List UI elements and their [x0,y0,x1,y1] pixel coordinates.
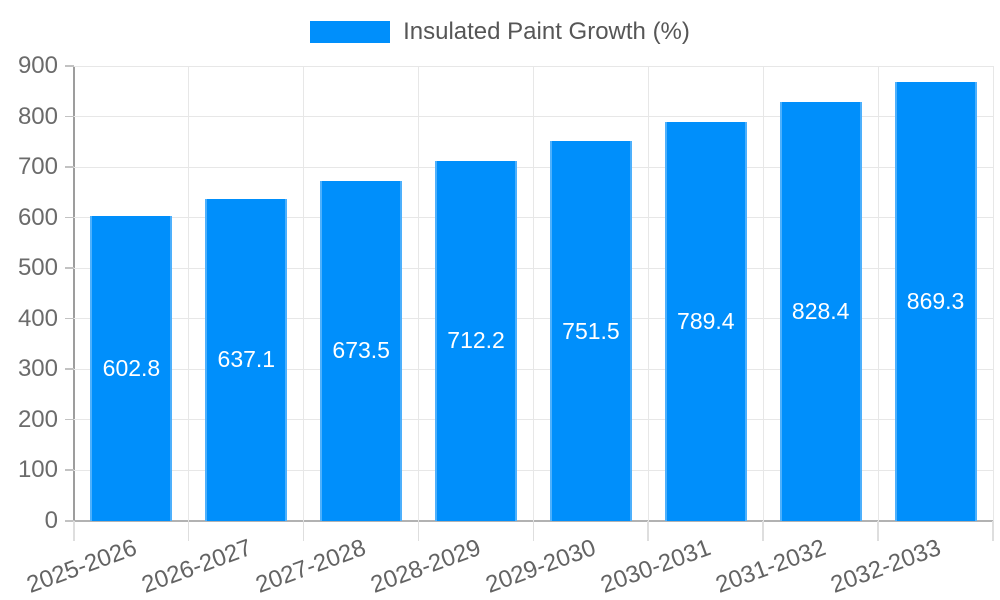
bar[interactable]: 712.2 [435,160,518,521]
gridline-vertical [877,66,879,521]
bar-value-label: 602.8 [102,355,161,382]
y-axis-tick-label: 700 [17,153,58,181]
bar[interactable]: 789.4 [664,121,747,521]
legend-swatch-icon [310,21,391,43]
y-axis-tick [65,520,74,522]
y-axis-tick [65,267,74,269]
y-axis-tick [65,418,74,421]
bar[interactable]: 673.5 [320,180,403,521]
bar-value-label: 712.2 [447,327,505,354]
y-axis-tick [65,368,74,370]
gridline-vertical [647,66,649,521]
legend-label: Insulated Paint Growth (%) [403,18,690,45]
y-axis-tick [65,317,74,320]
y-axis-tick-label: 500 [17,254,58,282]
y-axis-tick-label: 300 [17,355,58,383]
y-axis-tick-label: 800 [17,102,58,130]
bar-value-label: 673.5 [332,337,390,364]
x-axis-tick-label: 2031-2032 [712,534,830,599]
bar-value-label: 637.1 [217,346,276,373]
plot-area: 0 100 200 300 400 500 600 700 800 900 602.8 637.1 67… [18,54,994,541]
x-axis-tick [647,521,649,541]
x-axis-tick-label: 2030-2031 [597,534,715,599]
x-axis-tick-label: 2027-2028 [252,534,370,599]
bar-value-label: 869.3 [906,287,965,314]
gridline-vertical [303,66,305,521]
x-axis-tick [877,521,879,541]
bar-value-label: 828.4 [791,298,850,325]
x-axis-tick [417,521,420,541]
gridline-vertical [418,66,420,521]
y-axis-tick [65,115,74,118]
x-axis-tick-label: 2029-2030 [482,534,600,599]
y-axis-tick-label: 100 [17,456,58,484]
x-axis-tick [532,521,534,541]
y-axis-tick-label: 600 [17,203,58,231]
bar[interactable]: 637.1 [205,198,288,521]
bar[interactable]: 828.4 [779,102,862,521]
x-axis-tick [302,521,305,541]
bar[interactable]: 869.3 [894,81,977,521]
x-axis-tick [73,521,75,541]
x-axis-tick-label: 2032-2033 [827,534,945,599]
y-axis-tick [65,216,74,219]
x-axis-tick [992,521,994,541]
x-axis-tick-label: 2026-2027 [137,534,255,599]
y-axis-tick [65,166,74,168]
gridline-vertical [992,66,994,521]
y-axis-tick [65,65,74,67]
bar-value-label: 751.5 [562,317,620,344]
gridline-vertical [762,66,764,521]
x-axis-line [65,520,993,522]
y-axis-line [73,66,75,521]
x-axis-tick-label: 2028-2029 [367,534,485,599]
bar[interactable]: 602.8 [90,216,173,521]
legend[interactable]: Insulated Paint Growth (%) [0,20,1000,44]
y-axis-tick-label: 400 [17,304,58,332]
bar-value-label: 789.4 [677,307,735,334]
y-axis-tick [65,469,74,471]
x-axis-tick-label: 2025-2026 [22,534,140,599]
y-axis-tick-label: 0 [44,507,58,534]
y-axis-tick-label: 200 [17,405,58,433]
x-axis-tick [187,521,190,541]
y-axis-tick-label: 900 [17,52,58,79]
x-axis-tick [762,521,764,541]
gridline-vertical [188,66,190,521]
bar[interactable]: 751.5 [549,141,632,521]
gridline-vertical [533,66,534,521]
